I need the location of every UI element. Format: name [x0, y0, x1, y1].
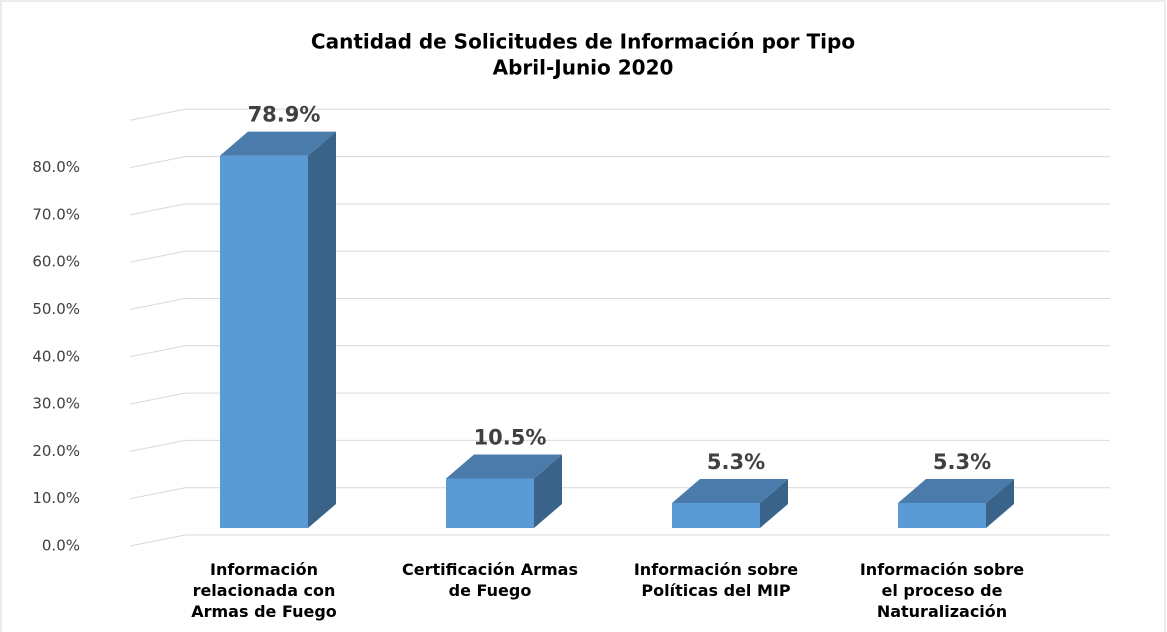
- bar: [672, 478, 788, 528]
- y-tick-label: 10.0%: [32, 489, 80, 507]
- bar-top: [446, 454, 562, 479]
- y-tick-label: 70.0%: [32, 205, 80, 223]
- bar-top: [672, 478, 788, 503]
- x-tick-label: Información sobre Políticas del MIP: [634, 560, 798, 600]
- bar-side: [986, 478, 1014, 528]
- bar-front: [898, 502, 986, 528]
- wall-edge: [129, 108, 1110, 121]
- y-tick-label: 30.0%: [32, 395, 80, 413]
- y-tick-label: 0.0%: [42, 537, 80, 555]
- bar: [446, 454, 562, 528]
- grid-line: [129, 439, 1110, 452]
- y-tick-label: 50.0%: [32, 300, 80, 318]
- grid-line: [129, 392, 1110, 405]
- bar-top: [220, 131, 336, 156]
- value-label: 5.3%: [707, 450, 765, 474]
- x-tick-label: Información sobre el proceso de Naturaliza…: [860, 560, 1024, 621]
- value-label: 78.9%: [248, 103, 321, 127]
- bar: [220, 131, 336, 529]
- value-label: 10.5%: [474, 425, 547, 449]
- x-tick-label: Información relacionada con Armas de Fuego: [191, 560, 337, 621]
- grid-line: [129, 345, 1110, 358]
- bar-front: [672, 502, 760, 528]
- bar-front: [220, 155, 308, 529]
- bar-front: [446, 478, 534, 528]
- y-tick-label: 80.0%: [32, 158, 80, 176]
- bar-side: [308, 131, 336, 529]
- grid-line: [129, 487, 1110, 500]
- chart-subtitle: Abril-Junio 2020: [493, 56, 674, 80]
- y-tick-label: 40.0%: [32, 347, 80, 365]
- chart-title: Cantidad de Solicitudes de Información p…: [311, 30, 855, 54]
- grid-line: [129, 203, 1110, 216]
- bar-side: [534, 454, 562, 528]
- x-tick-label: Certificación Armas de Fuego: [402, 560, 578, 600]
- bar-side: [760, 478, 788, 528]
- grid-line: [129, 156, 1110, 169]
- grid-line: [129, 298, 1110, 310]
- grid-line: [129, 250, 1110, 263]
- grid-line: [129, 534, 1110, 547]
- y-tick-label: 20.0%: [32, 442, 80, 460]
- bar: [898, 478, 1014, 528]
- bar-top: [898, 478, 1014, 503]
- y-tick-label: 60.0%: [32, 253, 80, 271]
- value-label: 5.3%: [933, 450, 991, 474]
